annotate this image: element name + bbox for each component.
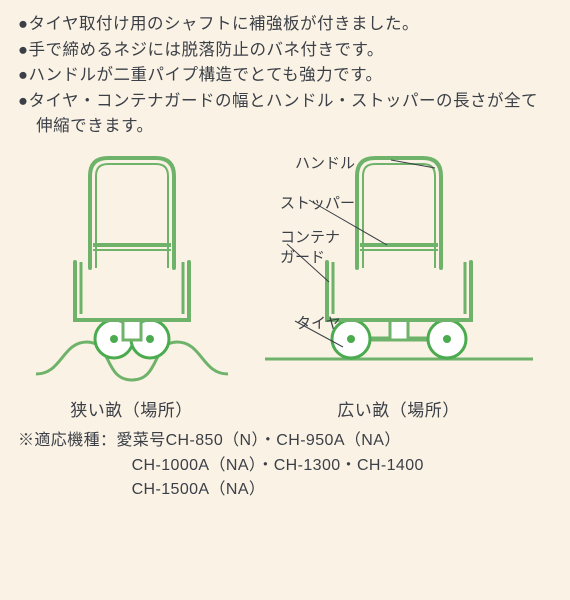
bullet-3: ●ハンドルが二重パイプ構造でとても強力です。 bbox=[18, 63, 552, 89]
annot-handle: ハンドル bbox=[295, 152, 355, 173]
bullet-1: ●タイヤ取付け用のシャフトに補強板が付きました。 bbox=[18, 12, 552, 38]
models-block: ※適応機種：愛菜号CH-850（N）・CH-950A（NA） CH-1000A（… bbox=[18, 429, 552, 503]
diagram-wide: 広い畝（場所） bbox=[259, 150, 539, 421]
models-line2: CH-1000A（NA）・CH-1300・CH-1400 bbox=[36, 454, 552, 479]
cart-narrow-svg bbox=[32, 150, 232, 390]
cart-wide-svg bbox=[259, 150, 539, 390]
models-line1: 愛菜号CH-850（N）・CH-950A（NA） bbox=[116, 432, 400, 449]
diagram-row: ハンドル ストッパー コンテナ ガード タイヤ 狭い畝（場所） 広い畝（場所） bbox=[18, 150, 552, 421]
diagram-narrow: 狭い畝（場所） bbox=[32, 150, 232, 421]
annot-guard-1: コンテナ bbox=[280, 226, 340, 247]
annot-guard-2: ガード bbox=[280, 246, 325, 267]
models-line3: CH-1500A（NA） bbox=[36, 478, 552, 503]
caption-wide: 広い畝（場所） bbox=[337, 396, 460, 421]
bullet-4: ●タイヤ・コンテナガードの幅とハンドル・ストッパーの長さが全て伸縮できます。 bbox=[18, 89, 552, 140]
bullet-list: ●タイヤ取付け用のシャフトに補強板が付きました。 ●手で締めるネジには脱落防止の… bbox=[18, 12, 552, 140]
models-label: ※適応機種： bbox=[18, 432, 116, 449]
annot-tire: タイヤ bbox=[296, 312, 341, 333]
annot-stopper: ストッパー bbox=[280, 192, 355, 213]
bullet-2: ●手で締めるネジには脱落防止のバネ付きです。 bbox=[18, 38, 552, 64]
caption-narrow: 狭い畝（場所） bbox=[70, 396, 193, 421]
